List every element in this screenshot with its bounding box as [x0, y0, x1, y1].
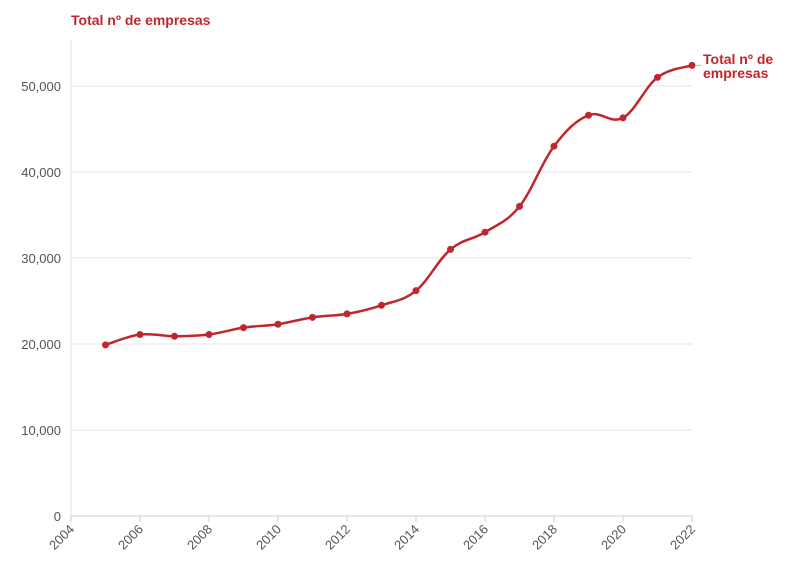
x-tick-label: 2020 [598, 522, 629, 553]
x-tick-label: 2006 [115, 522, 146, 553]
y-tick-label: 10,000 [21, 423, 61, 438]
data-point [343, 310, 351, 318]
data-point [205, 331, 213, 339]
data-point [654, 73, 661, 81]
x-tick-label: 2012 [322, 522, 353, 553]
series-end-label: Total nº de empresas [703, 51, 773, 81]
x-tick-label: 2008 [184, 522, 215, 553]
data-point [309, 313, 316, 321]
x-tick-label: 2018 [529, 522, 560, 553]
x-tick-label: 2004 [46, 522, 77, 553]
data-point [516, 202, 523, 210]
data-point [171, 332, 178, 340]
x-tick-label: 2014 [391, 522, 422, 553]
data-point [619, 114, 627, 122]
data-point [550, 142, 558, 150]
chart-title: Total nº de empresas [71, 12, 211, 28]
y-tick-label: 0 [54, 509, 61, 524]
data-point [481, 228, 489, 236]
x-tick-label: 2022 [667, 522, 698, 553]
data-point [447, 245, 454, 253]
y-tick-label: 30,000 [21, 251, 61, 266]
data-point [378, 301, 385, 309]
series-line [104, 64, 694, 347]
data-point [412, 287, 420, 295]
x-tick-label: 2010 [253, 522, 284, 553]
data-point [585, 111, 592, 119]
data-point [102, 341, 109, 349]
y-tick-label: 20,000 [21, 337, 61, 352]
data-point [240, 324, 247, 332]
x-tick-label: 2016 [460, 522, 491, 553]
data-point [274, 320, 282, 328]
data-point [136, 331, 144, 339]
y-tick-label: 40,000 [21, 165, 61, 180]
data-point [688, 61, 696, 69]
y-tick-label: 50,000 [21, 79, 61, 94]
